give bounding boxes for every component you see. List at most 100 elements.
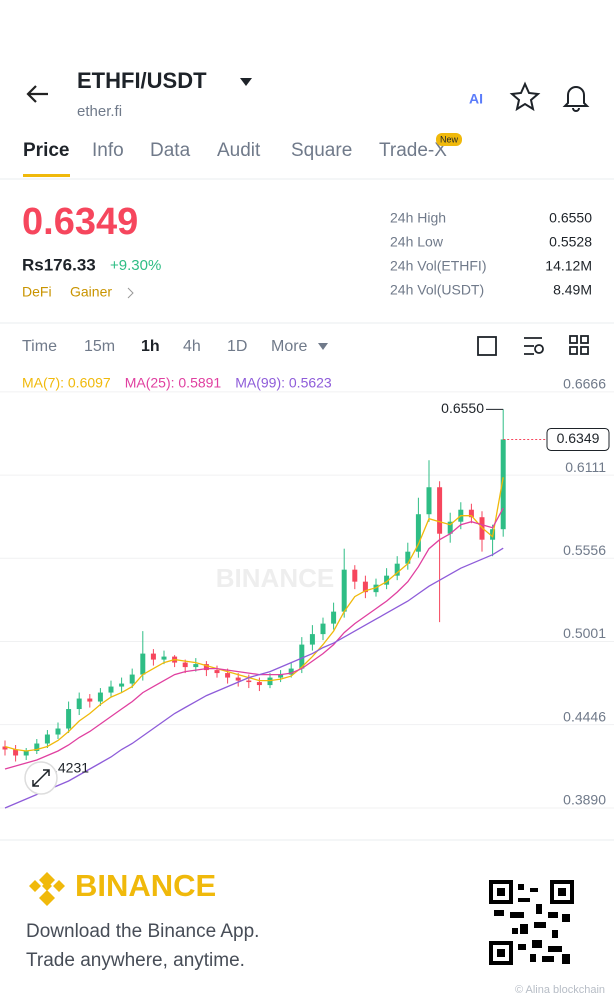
candle-body — [288, 668, 294, 675]
layout-button[interactable] — [569, 335, 589, 355]
interval[interactable]: 1D — [227, 338, 247, 355]
stat-label: 24h High — [390, 210, 446, 226]
favorite-button[interactable] — [509, 81, 541, 112]
footer-text: Download the Binance App. — [26, 921, 259, 942]
project-name: ether.fi — [77, 103, 122, 120]
candle-body — [447, 521, 453, 534]
interval[interactable]: More — [271, 338, 308, 355]
candle-body — [44, 734, 50, 744]
interval[interactable]: 1h — [141, 338, 160, 355]
tag[interactable]: DeFi — [22, 284, 52, 300]
candle-body — [23, 751, 29, 756]
candle-body — [87, 698, 93, 702]
candle-body — [97, 692, 103, 702]
last-price-box — [546, 427, 610, 451]
ma-legend: MA(99): 0.5623 — [235, 375, 332, 391]
ma-legend: MA(7): 0.6097 — [22, 375, 111, 391]
tab[interactable]: Price — [23, 140, 69, 161]
candle-body — [150, 653, 156, 660]
y-tick-label: 0.4446 — [563, 708, 606, 724]
ai-button[interactable]: AI — [469, 91, 483, 107]
last-price: 0.6349 — [22, 201, 138, 243]
candle-body — [331, 611, 337, 624]
pair-dropdown[interactable] — [240, 78, 252, 86]
candle-body — [13, 749, 19, 756]
candle-body — [278, 674, 284, 678]
badge — [436, 133, 462, 146]
stat-value: 14.12M — [545, 258, 592, 274]
candle-body — [34, 743, 40, 752]
fullscreen-button[interactable] — [24, 761, 58, 795]
candle-body — [341, 569, 347, 612]
stat-label: 24h Low — [390, 234, 444, 250]
ma-line — [4, 547, 504, 809]
candle-body — [203, 664, 209, 671]
tab[interactable]: Trade-X — [379, 140, 447, 161]
back-button[interactable] — [26, 85, 48, 103]
candle-body — [2, 746, 8, 750]
candle-body — [129, 674, 135, 684]
stat-label: 24h Vol(USDT) — [390, 282, 484, 298]
candle-body — [468, 509, 474, 518]
more-dropdown[interactable] — [318, 343, 328, 350]
tag[interactable]: Gainer — [70, 284, 112, 300]
chevron — [127, 287, 134, 299]
candle-body — [500, 439, 506, 530]
price-change: +9.30% — [110, 257, 161, 274]
credit: © Alina blockchain — [515, 984, 605, 996]
indicator-button[interactable] — [524, 337, 542, 355]
candle-body — [267, 677, 273, 686]
candle-body — [119, 683, 125, 687]
y-tick-label: 0.6666 — [563, 376, 606, 392]
interval[interactable]: 15m — [84, 338, 115, 355]
candle-body — [55, 728, 61, 735]
y-tick-label: 0.5001 — [563, 625, 606, 641]
interval[interactable]: 4h — [183, 338, 201, 355]
tab[interactable]: Square — [291, 140, 352, 161]
y-tick-label: 0.5556 — [563, 542, 606, 558]
candle-body — [256, 682, 262, 686]
ma-line — [4, 507, 504, 770]
indicator-icon — [534, 344, 544, 354]
candle-body — [405, 551, 411, 564]
footer-text: Trade anywhere, anytime. — [26, 950, 245, 971]
tab[interactable]: Data — [150, 140, 191, 161]
candle-body — [426, 487, 432, 515]
candle-body — [373, 584, 379, 593]
y-tick-label: 0.3890 — [563, 792, 606, 808]
watermark: BINANCE — [216, 563, 334, 593]
candle-body — [246, 680, 252, 683]
interval[interactable]: Time — [22, 338, 57, 355]
tab[interactable]: Info — [92, 140, 124, 161]
candle-body — [299, 644, 305, 669]
badge-text: New — [440, 134, 459, 144]
stat-value: 0.5528 — [549, 234, 592, 250]
candle-body — [437, 487, 443, 534]
candle-body — [76, 698, 82, 710]
candle-body — [66, 709, 72, 729]
candle-body — [309, 634, 315, 645]
ma-legend: MA(25): 0.5891 — [125, 375, 222, 391]
candle-body — [161, 656, 167, 660]
candle-body — [182, 662, 188, 668]
alert-button[interactable] — [562, 86, 590, 112]
depth-button[interactable] — [477, 336, 497, 356]
low-label: .4231 — [54, 760, 89, 776]
candle-body — [352, 569, 358, 582]
candle-body — [394, 563, 400, 576]
candle-body — [214, 670, 220, 674]
binance-logo — [29, 872, 65, 906]
candle-body — [235, 677, 241, 681]
pair-title[interactable]: ETHFI/USDT — [77, 68, 207, 93]
tab[interactable]: Audit — [217, 140, 261, 161]
fiat-price: Rs176.33 — [22, 255, 96, 274]
stat-value: 0.6550 — [549, 210, 592, 226]
candle-body — [415, 514, 421, 552]
candle-body — [362, 581, 368, 593]
ma-line — [4, 477, 504, 752]
chart: MA(7): 0.6097 MA(25): 0.5891 MA(99): 0.562… — [0, 375, 614, 809]
interval-bar: Time 15m 1h 4h 1D More — [22, 338, 308, 355]
stat-value: 8.49M — [553, 282, 592, 298]
